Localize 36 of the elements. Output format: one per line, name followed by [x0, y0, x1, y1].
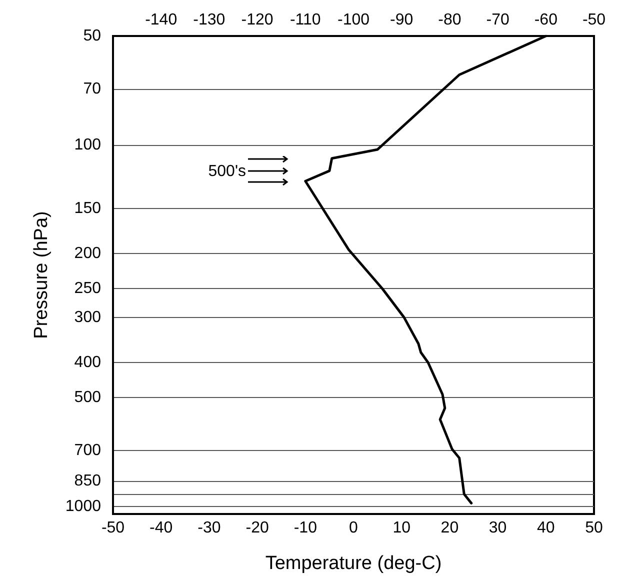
x2-tick-label: -140 [145, 12, 178, 28]
x-tick-label: 10 [392, 520, 411, 536]
x-tick-label: 30 [488, 520, 507, 536]
x-tick-label: -40 [150, 520, 173, 536]
y-tick-label: 1000 [65, 498, 102, 515]
x2-tick-label: -60 [534, 12, 558, 28]
x2-tick-label: -90 [390, 12, 414, 28]
y-tick-label: 500 [74, 389, 102, 406]
x2-tick-label: -110 [290, 12, 321, 28]
y-tick-label: 70 [83, 80, 102, 98]
x2-tick-label: -80 [438, 12, 462, 28]
x-tick-label: -20 [246, 520, 269, 536]
x2-tick-label: -70 [486, 12, 510, 28]
x-tick-label: 40 [537, 520, 555, 536]
x2-tick-label: -130 [193, 12, 226, 28]
y-tick-label: 100 [74, 136, 102, 154]
x2-tick-label: -50 [582, 12, 606, 28]
y-tick-label: 400 [74, 354, 102, 371]
y-tick-label: 250 [74, 280, 102, 298]
y-tick-label: 300 [74, 308, 102, 326]
y-tick-label: 700 [74, 442, 102, 459]
x-tick-label: -30 [198, 520, 221, 536]
x-axis-title: Temperature (deg-C) [265, 553, 442, 574]
y-tick-label: 150 [74, 200, 102, 217]
x-tick-label: -10 [294, 520, 318, 536]
x-tick-label: 0 [349, 520, 358, 536]
annotation: 500's [208, 163, 246, 181]
y-axis-title: Pressure (hPa) [31, 211, 52, 339]
y-tick-label: 200 [74, 245, 102, 262]
x2-tick-label: -100 [337, 12, 370, 28]
x-tick-label: 50 [585, 520, 603, 536]
x2-tick-label: -120 [241, 12, 274, 28]
x-tick-label: -50 [101, 520, 125, 536]
x-tick-label: 20 [440, 520, 459, 536]
y-tick-label: 850 [74, 472, 102, 490]
y-tick-label: 50 [83, 28, 102, 44]
